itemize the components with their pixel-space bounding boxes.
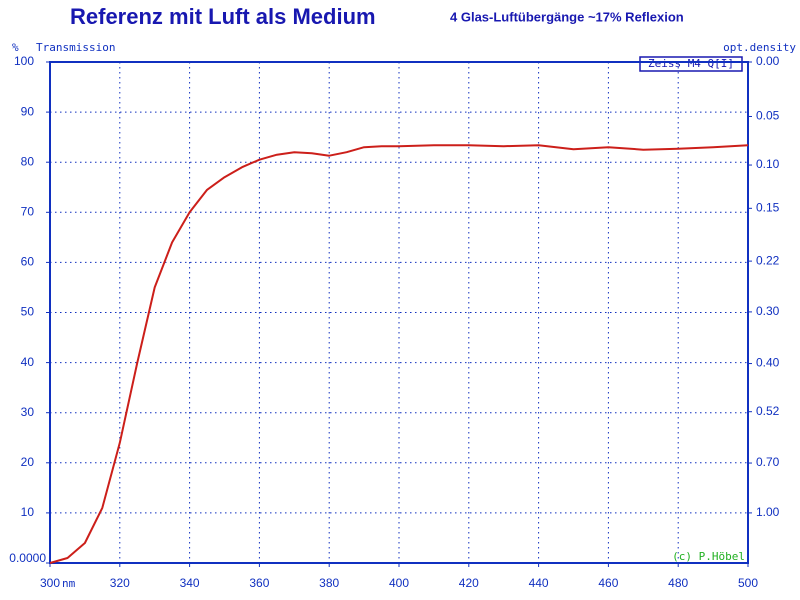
y2-tick-label: 0.00 (756, 54, 780, 68)
x-tick-label: 500 (738, 576, 758, 590)
annotation: Zeiss M4 Q[I] (648, 57, 734, 70)
y-tick-label: 20 (21, 455, 35, 469)
plot-frame (49, 61, 749, 564)
y2-tick-label: 0.52 (756, 404, 780, 418)
y-tick-label: 90 (21, 104, 35, 118)
copyright: (c) P.Höbel (672, 550, 745, 563)
y-unit: % (12, 41, 19, 54)
y2-tick-label: 0.10 (756, 157, 780, 171)
x-tick-label: 300 (40, 576, 60, 590)
y-axis-label: Transmission (36, 41, 115, 54)
y-tick-label: 70 (21, 204, 35, 218)
transmission-line (49, 144, 749, 564)
x-tick-label: 340 (180, 576, 200, 590)
y2-tick-label: 0.22 (756, 253, 780, 267)
y2-tick-label: 0.30 (756, 304, 780, 318)
y2-tick-label: 1.00 (756, 505, 780, 519)
y-tick-label: 50 (21, 305, 35, 319)
y-tick-label: 40 (21, 355, 35, 369)
y2-tick-label: 0.70 (756, 455, 780, 469)
x-unit: nm (62, 577, 76, 590)
y2-tick-label: 0.05 (756, 109, 780, 123)
x-tick-label: 360 (249, 576, 269, 590)
chart-title: Referenz mit Luft als Medium (70, 4, 376, 29)
chart-subtitle: 4 Glas-Luftübergänge ~17% Reflexion (450, 9, 684, 24)
y2-tick-label: 0.40 (756, 356, 780, 370)
y-tick-label: 100 (14, 54, 34, 68)
x-tick-label: 380 (319, 576, 339, 590)
x-tick-label: 460 (598, 576, 618, 590)
y-tick-label: 10 (21, 505, 35, 519)
x-tick-label: 320 (110, 576, 130, 590)
y2-tick-label: 0.15 (756, 200, 780, 214)
y2-axis-label: opt.density (723, 41, 796, 54)
annotation-box (639, 56, 743, 72)
y-tick-label: 30 (21, 405, 35, 419)
y-tick-label: 0.0000 (9, 551, 46, 565)
x-tick-label: 420 (459, 576, 479, 590)
y-tick-label: 60 (21, 255, 35, 269)
y-tick-label: 80 (21, 154, 35, 168)
x-tick-label: 480 (668, 576, 688, 590)
x-tick-label: 400 (389, 576, 409, 590)
x-tick-label: 440 (529, 576, 549, 590)
